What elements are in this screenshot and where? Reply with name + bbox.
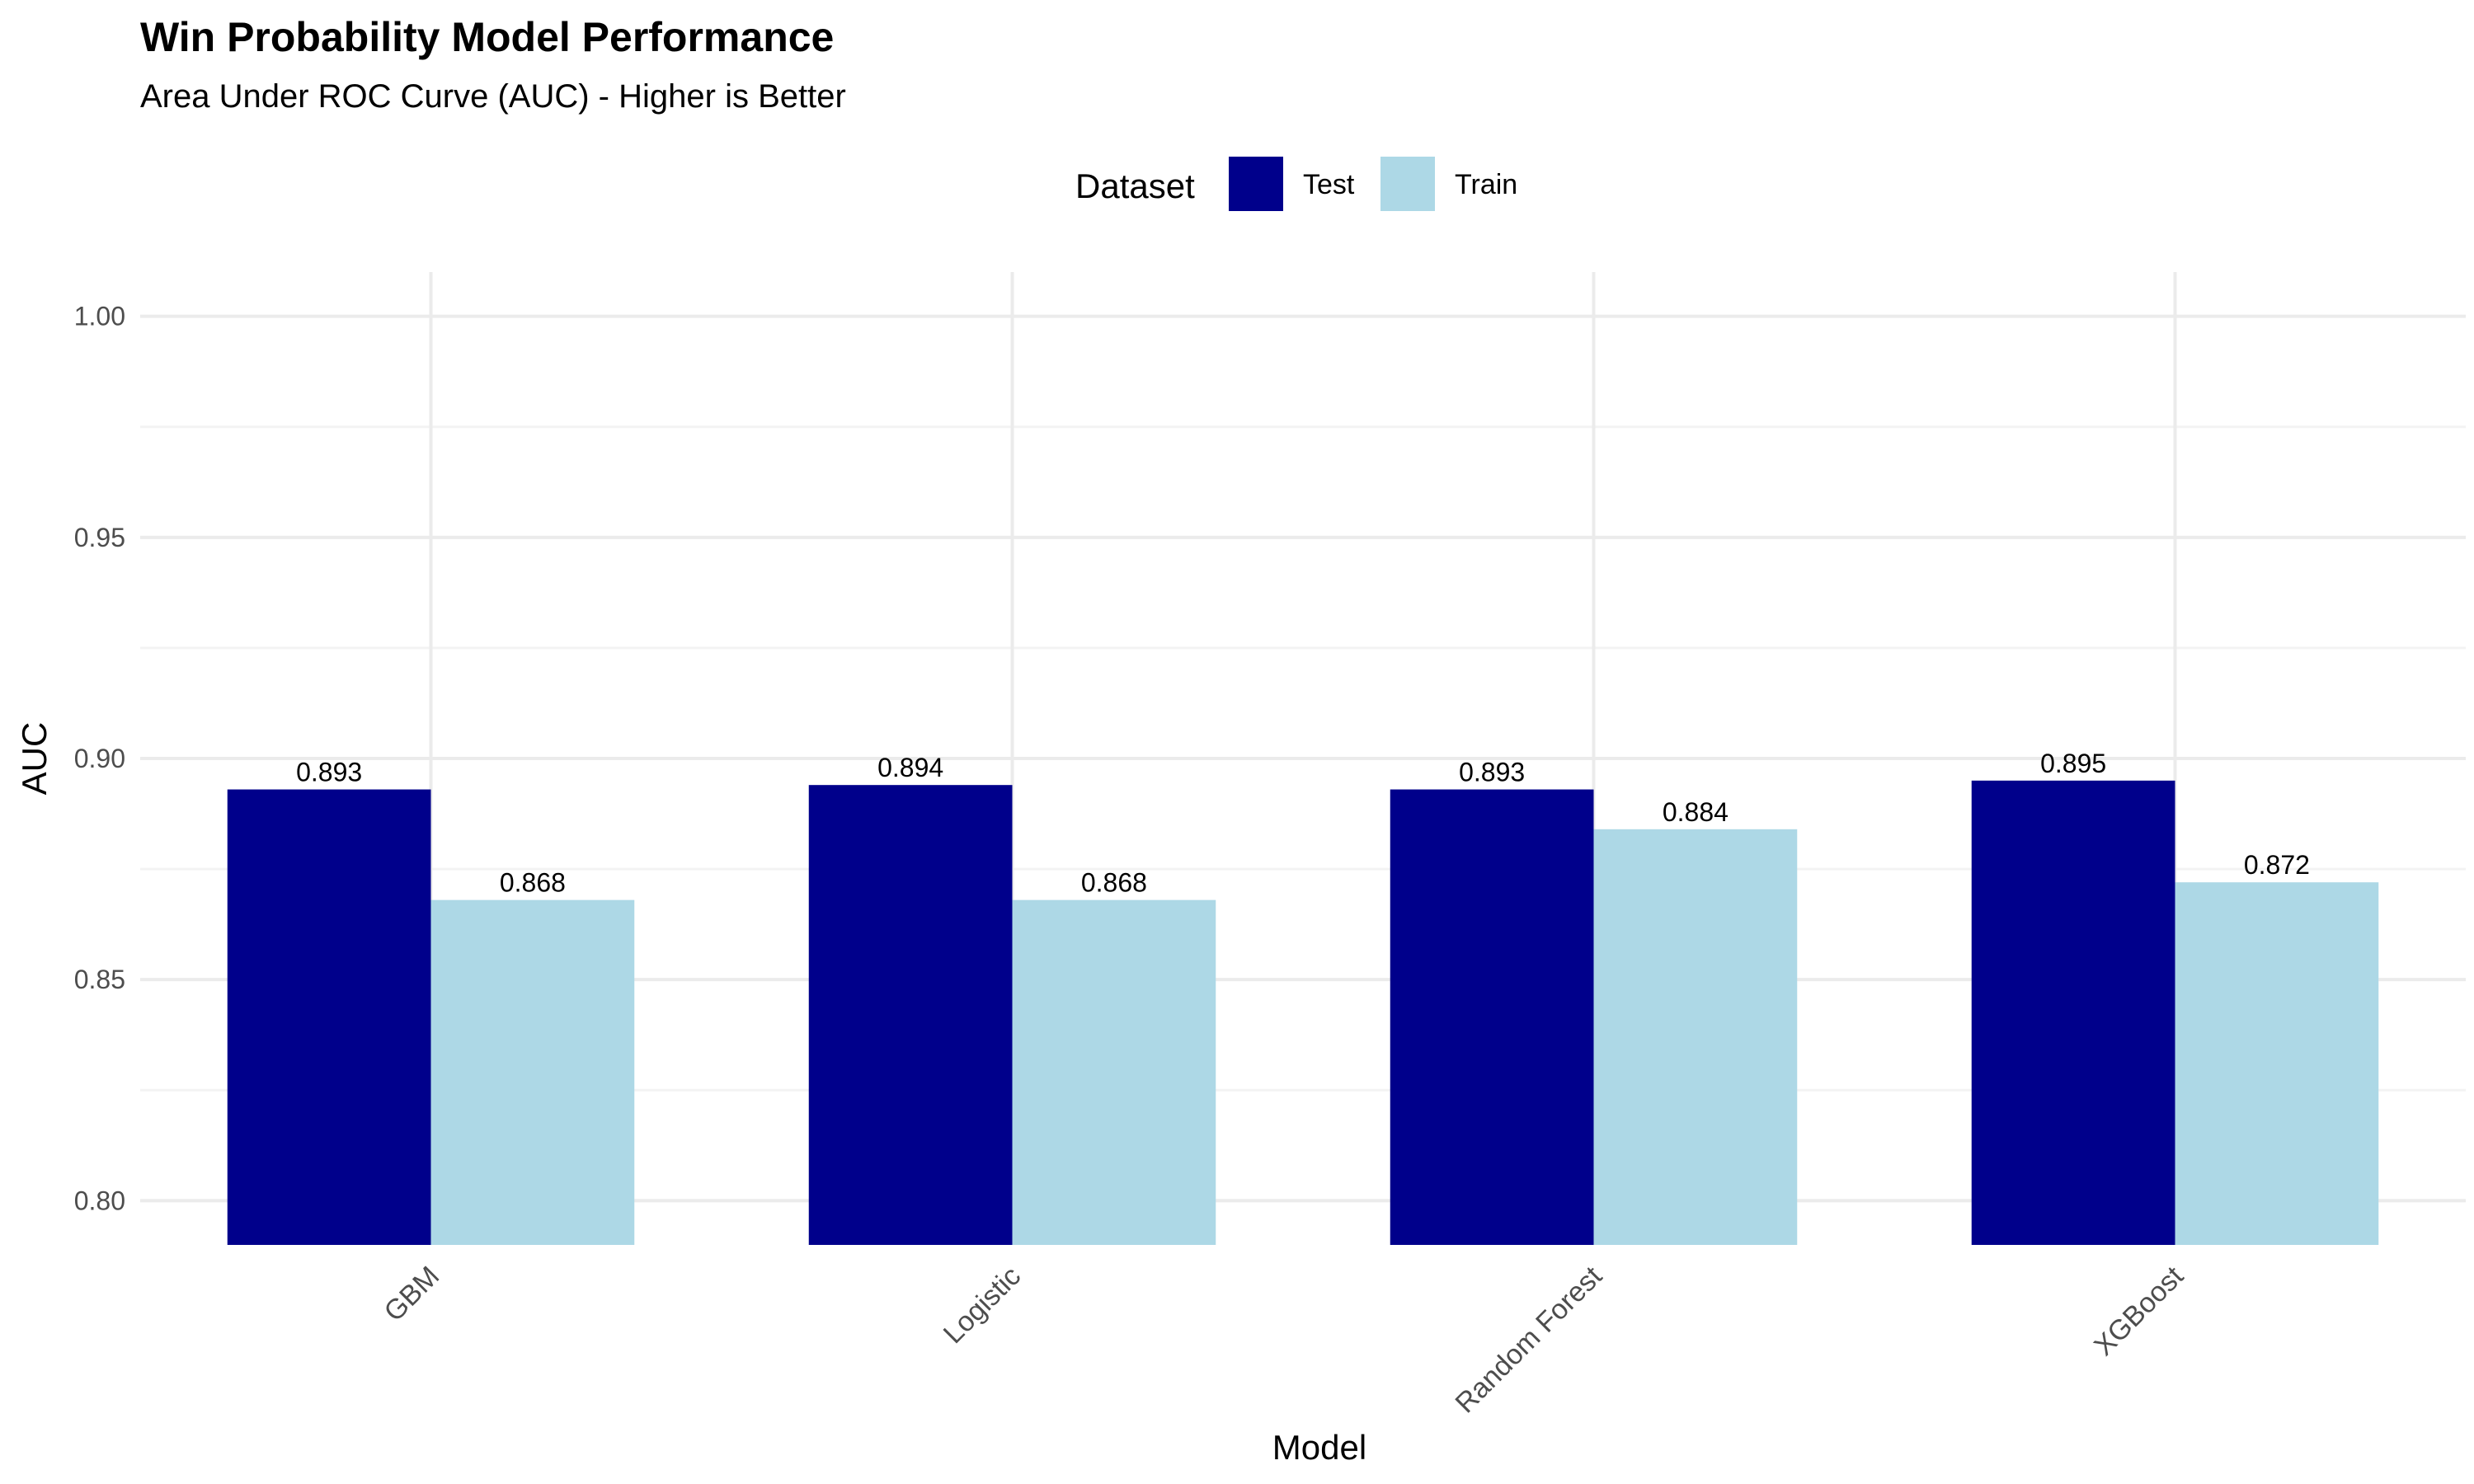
bar-train-gbm <box>430 899 635 1245</box>
data-labels: 0.893 0.868 0.894 0.868 0.893 0.884 0.895 0.872 <box>296 749 2310 898</box>
x-tick-label: XGBoost <box>2088 1260 2189 1361</box>
y-tick-label: 0.85 <box>74 965 125 994</box>
y-tick-label: 0.80 <box>74 1186 125 1215</box>
bar-train-logistic <box>1012 899 1216 1245</box>
chart-subtitle: Area Under ROC Curve (AUC) - Higher is B… <box>140 78 846 115</box>
data-label: 0.894 <box>877 753 943 782</box>
bar-test-gbm <box>227 789 431 1245</box>
y-axis-title: AUC <box>15 722 54 796</box>
x-axis-ticks: GBM Logistic Random Forest XGBoost <box>379 1260 2190 1419</box>
y-tick-label: 0.95 <box>74 523 125 552</box>
y-tick-label: 0.90 <box>74 744 125 773</box>
data-label: 0.872 <box>2244 850 2310 880</box>
x-tick-label: Logistic <box>938 1261 1027 1350</box>
chart-title: Win Probability Model Performance <box>140 14 834 60</box>
data-label: 0.884 <box>1663 797 1729 827</box>
bars <box>227 780 2379 1245</box>
data-label: 0.868 <box>1081 868 1147 898</box>
legend-title: Dataset <box>1075 167 1195 205</box>
bar-train-xgboost <box>2175 882 2379 1245</box>
bar-test-random-forest <box>1390 789 1594 1245</box>
legend-label-test: Test <box>1303 169 1355 200</box>
y-tick-label: 1.00 <box>74 302 125 331</box>
legend: Dataset Test Train <box>1075 157 1517 211</box>
bar-test-logistic <box>808 785 1013 1245</box>
data-label: 0.893 <box>1459 758 1525 787</box>
legend-swatch-test <box>1229 157 1283 211</box>
data-label: 0.893 <box>296 758 362 787</box>
bar-test-xgboost <box>1971 780 2175 1245</box>
legend-label-train: Train <box>1455 169 1517 200</box>
bar-train-random-forest <box>1593 829 1798 1245</box>
data-label: 0.895 <box>2040 749 2106 778</box>
legend-swatch-train <box>1380 157 1435 211</box>
x-tick-label: GBM <box>379 1261 446 1328</box>
data-label: 0.868 <box>500 868 566 898</box>
x-axis-title: Model <box>1272 1428 1366 1467</box>
x-tick-label: Random Forest <box>1450 1260 1609 1419</box>
y-axis-ticks: 0.80 0.85 0.90 0.95 1.00 <box>74 302 125 1216</box>
